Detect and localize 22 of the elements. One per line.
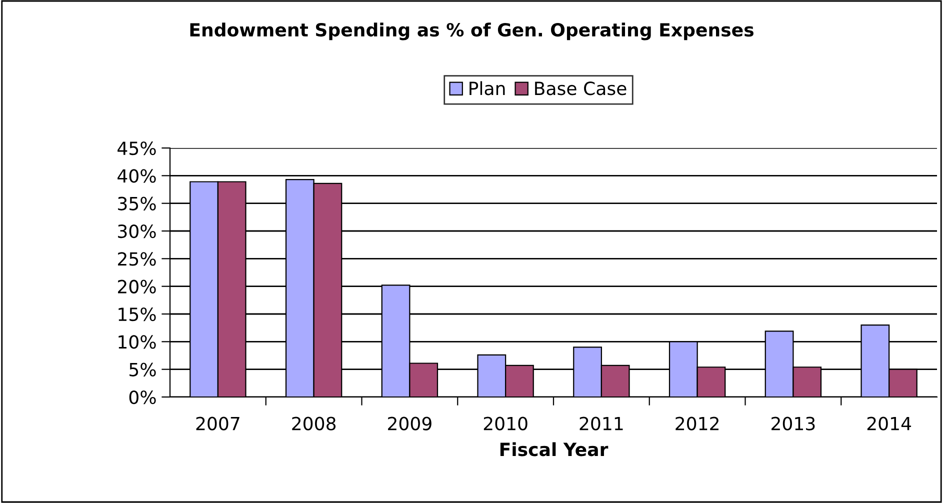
x-axis-title: Fiscal Year [500,442,608,456]
y-tick-label: 10% [118,335,156,349]
x-tick-label: 2010 [484,416,528,430]
x-tick-label: 2009 [388,416,432,430]
x-tick-label: 2014 [867,416,912,430]
y-tick-label: 15% [118,307,156,322]
x-tick-label: 2012 [676,416,718,430]
x-tick-label: 2007 [196,416,240,430]
legend-label: Base Case [535,82,626,96]
y-tick-label: 40% [118,169,156,183]
y-tick-label: 5% [130,362,156,376]
y-tick-label: 35% [118,196,156,210]
y-tick-label: 45% [118,141,156,156]
x-tick-label: 2013 [772,416,815,430]
y-tick-label: 0% [129,390,156,404]
legend-label: Plan [470,81,505,96]
x-tick-label: 2008 [292,416,336,430]
chart-title: Endowment Spending as % of Gen. Operating Expenses [190,22,754,40]
y-tick-label: 30% [118,224,156,238]
x-tick-label: 2011 [580,416,623,430]
y-tick-label: 20% [118,280,156,294]
y-tick-label: 25% [118,252,156,266]
